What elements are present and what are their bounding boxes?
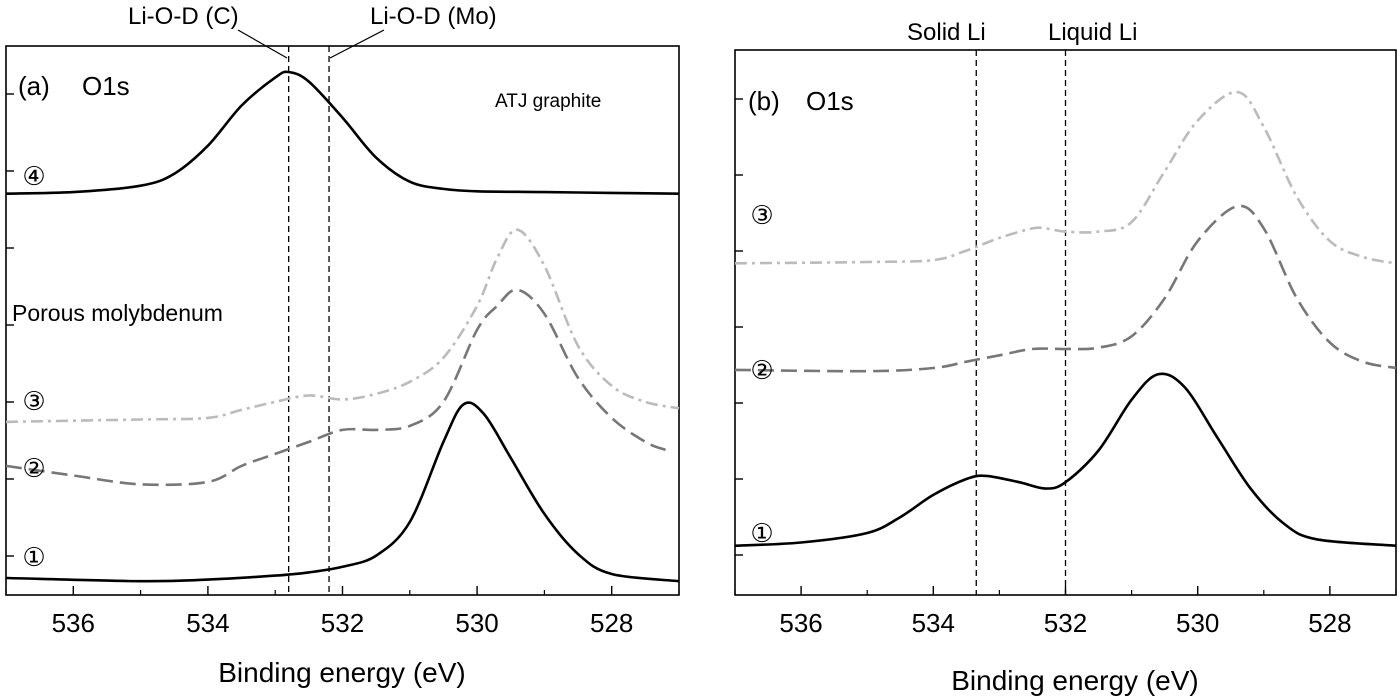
x-tick-label: 532 — [321, 608, 364, 638]
series-a: ④ ③ ② ① — [5, 70, 680, 583]
series-line — [734, 372, 1397, 547]
x-tick-label: 532 — [1044, 608, 1087, 638]
panel-a: 536 534 532 530 528 ④ ③ ② ① (a) O1s ATJ graphit… — [5, 3, 680, 688]
series-label: ② — [22, 453, 45, 483]
annotation-atj-graphite: ATJ graphite — [495, 91, 601, 112]
x-axis-label-b: Binding energy (eV) — [951, 665, 1198, 696]
series-line — [734, 204, 1397, 373]
series-label: ③ — [750, 200, 773, 230]
series-line — [5, 228, 680, 424]
series-b: ③ ② ① — [734, 90, 1397, 548]
x-axis-label-a: Binding energy (eV) — [218, 657, 465, 688]
x-tick-label: 534 — [912, 608, 955, 638]
panel-title-b: O1s — [806, 86, 854, 116]
series-label: ① — [750, 518, 773, 548]
ref-leader-a-1 — [237, 29, 288, 59]
series-line — [5, 401, 680, 583]
ref-leader-a-2 — [329, 29, 385, 59]
x-tick-label: 536 — [52, 608, 95, 638]
series-label: ① — [22, 542, 45, 572]
ref-label-b-2: Liquid Li — [1048, 19, 1137, 46]
y-ticks-b — [735, 98, 743, 556]
series-line — [734, 90, 1397, 265]
panel-b: 536 534 532 530 528 ③ ② ① (b) O1s Solid Li Liq… — [734, 19, 1397, 696]
x-tick-label: 528 — [1308, 608, 1351, 638]
panel-label-a: (a) — [18, 71, 50, 101]
x-ticks-b: 536 534 532 530 528 — [734, 586, 1397, 638]
ref-label-a-2: Li-O-D (Mo) — [370, 3, 497, 30]
x-tick-label: 528 — [590, 608, 633, 638]
reference-lines-a — [288, 46, 330, 595]
series-line — [5, 288, 666, 487]
series-label: ④ — [22, 161, 45, 191]
panel-label-b: (b) — [748, 86, 780, 116]
x-tick-label: 536 — [779, 608, 822, 638]
annotation-porous-molybdenum: Porous molybdenum — [12, 300, 223, 326]
panel-title-a: O1s — [82, 71, 130, 101]
reference-lines-b — [975, 50, 1067, 595]
x-ticks-a: 536 534 532 530 528 — [5, 586, 680, 638]
series-line — [5, 70, 680, 195]
x-tick-label: 534 — [186, 608, 229, 638]
y-ticks-a — [6, 93, 14, 557]
x-tick-label: 530 — [1176, 608, 1219, 638]
series-label: ② — [750, 355, 773, 385]
ref-label-a-1: Li-O-D (C) — [128, 3, 239, 30]
series-label: ③ — [22, 386, 45, 416]
ref-label-b-1: Solid Li — [907, 19, 986, 46]
x-tick-label: 530 — [455, 608, 498, 638]
